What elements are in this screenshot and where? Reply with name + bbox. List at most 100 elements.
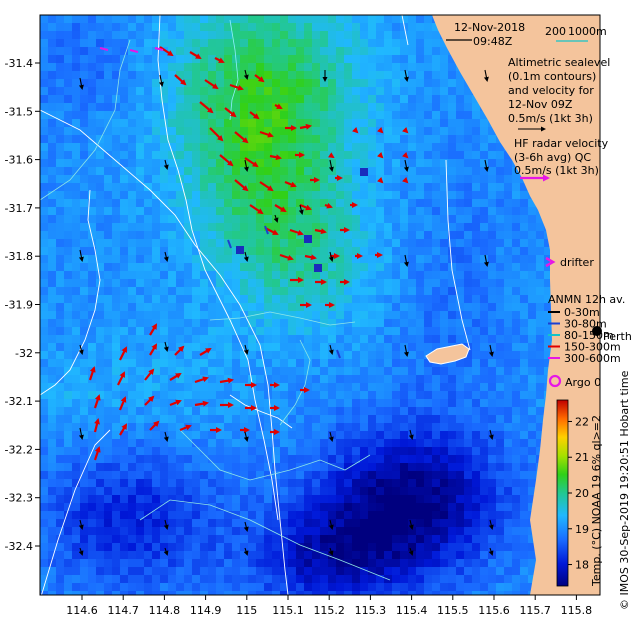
sst-cell: [416, 335, 425, 344]
sst-cell: [264, 23, 273, 32]
sst-cell: [224, 559, 233, 568]
sst-cell: [480, 143, 489, 152]
sst-cell: [208, 439, 217, 448]
sst-cell: [88, 407, 97, 416]
sst-cell: [112, 63, 121, 72]
sst-cell: [408, 487, 417, 496]
sst-cell: [376, 567, 385, 576]
sst-cell: [472, 527, 481, 536]
sst-cell: [96, 327, 105, 336]
sst-cell: [480, 167, 489, 176]
sst-cell: [496, 399, 505, 408]
sst-cell: [216, 199, 225, 208]
sst-cell: [264, 55, 273, 64]
sst-cell: [280, 495, 289, 504]
sst-cell: [224, 335, 233, 344]
sst-cell: [80, 359, 89, 368]
sst-cell: [152, 335, 161, 344]
sst-cell: [160, 183, 169, 192]
sst-cell: [272, 359, 281, 368]
sst-cell: [216, 191, 225, 200]
sst-cell: [56, 383, 65, 392]
sst-cell: [416, 175, 425, 184]
sst-cell: [456, 311, 465, 320]
sst-cell: [240, 463, 249, 472]
sst-cell: [216, 455, 225, 464]
sst-cell: [288, 47, 297, 56]
sst-cell: [96, 63, 105, 72]
sst-cell: [128, 247, 137, 256]
sst-cell: [256, 119, 265, 128]
sst-cell: [296, 519, 305, 528]
sst-cell: [248, 167, 257, 176]
sst-cell: [120, 95, 129, 104]
sst-cell: [168, 31, 177, 40]
sst-cell: [208, 63, 217, 72]
sst-cell: [144, 487, 153, 496]
sst-cell: [80, 487, 89, 496]
sst-cell: [368, 199, 377, 208]
sst-cell: [96, 567, 105, 576]
sst-cell: [368, 255, 377, 264]
sst-cell: [280, 391, 289, 400]
sst-cell: [144, 335, 153, 344]
sst-cell: [280, 447, 289, 456]
sst-cell: [144, 231, 153, 240]
sst-cell: [296, 511, 305, 520]
sst-cell: [312, 39, 321, 48]
sst-cell: [272, 431, 281, 440]
sst-cell: [480, 271, 489, 280]
sst-cell: [400, 103, 409, 112]
sst-cell: [448, 567, 457, 576]
sst-cell: [360, 375, 369, 384]
sst-cell: [280, 263, 289, 272]
sst-cell: [128, 167, 137, 176]
sst-cell: [408, 119, 417, 128]
sst-cell: [176, 47, 185, 56]
sst-cell: [192, 463, 201, 472]
sst-cell: [376, 511, 385, 520]
sst-cell: [200, 431, 209, 440]
sst-cell: [312, 271, 321, 280]
sst-cell: [216, 159, 225, 168]
sst-cell: [184, 143, 193, 152]
sst-cell: [224, 447, 233, 456]
sst-cell: [128, 191, 137, 200]
sst-cell: [432, 207, 441, 216]
sst-cell: [184, 191, 193, 200]
sst-cell: [192, 359, 201, 368]
sst-cell: [64, 39, 73, 48]
sst-cell: [344, 47, 353, 56]
sst-cell: [184, 487, 193, 496]
sst-cell: [104, 279, 113, 288]
sst-cell: [104, 567, 113, 576]
sst-cell: [544, 263, 553, 272]
sst-cell: [192, 199, 201, 208]
sst-cell: [504, 295, 513, 304]
sst-cell: [56, 495, 65, 504]
sst-cell: [72, 119, 81, 128]
sst-cell: [440, 527, 449, 536]
sst-cell: [440, 87, 449, 96]
sst-cell: [208, 415, 217, 424]
sst-cell: [480, 391, 489, 400]
sst-cell: [416, 207, 425, 216]
sst-cell: [264, 239, 273, 248]
sst-cell: [408, 151, 417, 160]
sst-cell: [312, 495, 321, 504]
sst-cell: [232, 47, 241, 56]
sst-cell: [40, 479, 49, 488]
sst-cell: [72, 327, 81, 336]
sst-cell: [208, 527, 217, 536]
sst-cell: [304, 71, 313, 80]
sst-cell: [400, 479, 409, 488]
sst-cell: [296, 471, 305, 480]
sst-cell: [384, 159, 393, 168]
sst-cell: [432, 415, 441, 424]
sst-cell: [472, 103, 481, 112]
sst-cell: [280, 39, 289, 48]
sst-cell: [56, 183, 65, 192]
sst-cell: [344, 255, 353, 264]
sst-cell: [336, 63, 345, 72]
sst-cell: [112, 527, 121, 536]
